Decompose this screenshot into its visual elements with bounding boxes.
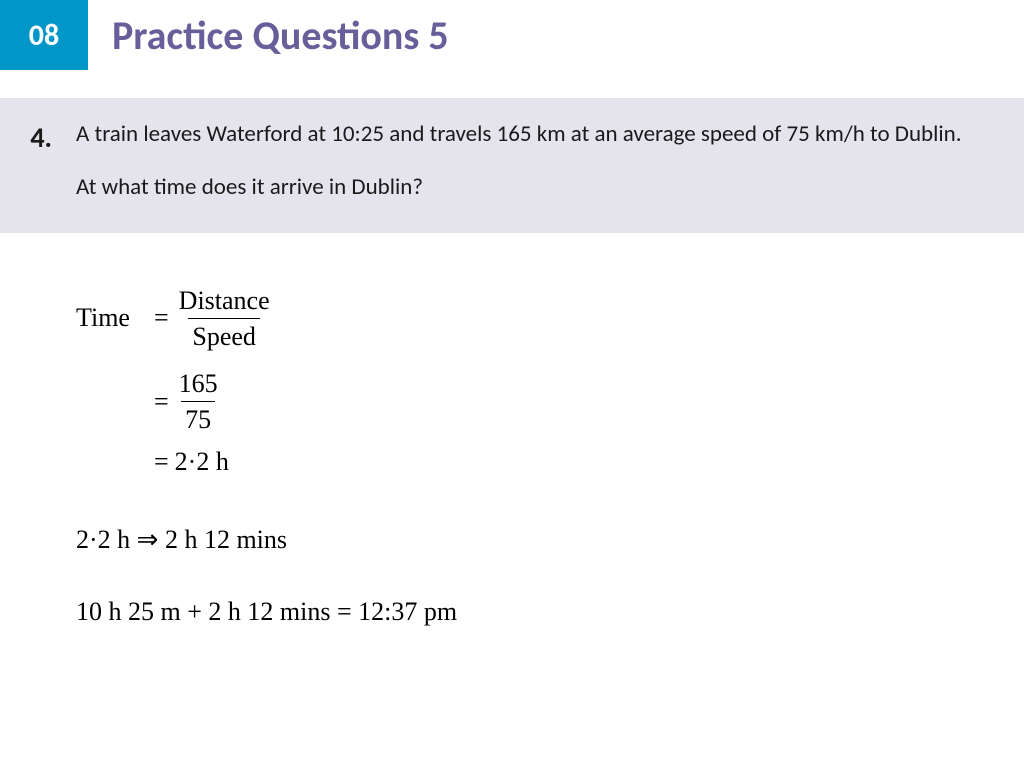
slide-header: 08 Practice Questions 5 [0, 0, 1024, 70]
step3-value: 2·2 h [175, 447, 229, 477]
question-box: 4. A train leaves Waterford at 10:25 and… [0, 98, 1024, 233]
final-answer: 10 h 25 m + 2 h 12 mins = 12:37 pm [76, 597, 1024, 627]
question-text: A train leaves Waterford at 10:25 and tr… [76, 118, 962, 205]
equals-sign: = [148, 303, 175, 333]
conversion-line: 2·2 h ⇒ 2 h 12 mins [76, 525, 1024, 555]
formula-lhs: Time [76, 303, 148, 333]
fraction-denominator: Speed [188, 318, 260, 352]
step2-row: = 165 75 [76, 368, 1024, 435]
fraction-numerator: Distance [175, 285, 274, 318]
question-line-1: A train leaves Waterford at 10:25 and tr… [76, 118, 962, 151]
solution-area: Time = Distance Speed = 165 75 = 2·2 h 2… [0, 233, 1024, 628]
step2-fraction: 165 75 [175, 368, 222, 435]
formula-fraction: Distance Speed [175, 285, 274, 352]
formula-row: Time = Distance Speed [76, 285, 1024, 352]
page-title: Practice Questions 5 [88, 0, 449, 70]
fraction-denominator: 75 [181, 401, 215, 435]
chapter-badge: 08 [0, 0, 88, 70]
equals-sign: = [148, 447, 175, 477]
step3-row: = 2·2 h [76, 447, 1024, 477]
fraction-numerator: 165 [175, 368, 222, 401]
equals-sign: = [148, 387, 175, 417]
question-line-2: At what time does it arrive in Dublin? [76, 171, 962, 204]
chapter-number: 08 [29, 17, 59, 54]
question-number: 4. [20, 118, 52, 155]
